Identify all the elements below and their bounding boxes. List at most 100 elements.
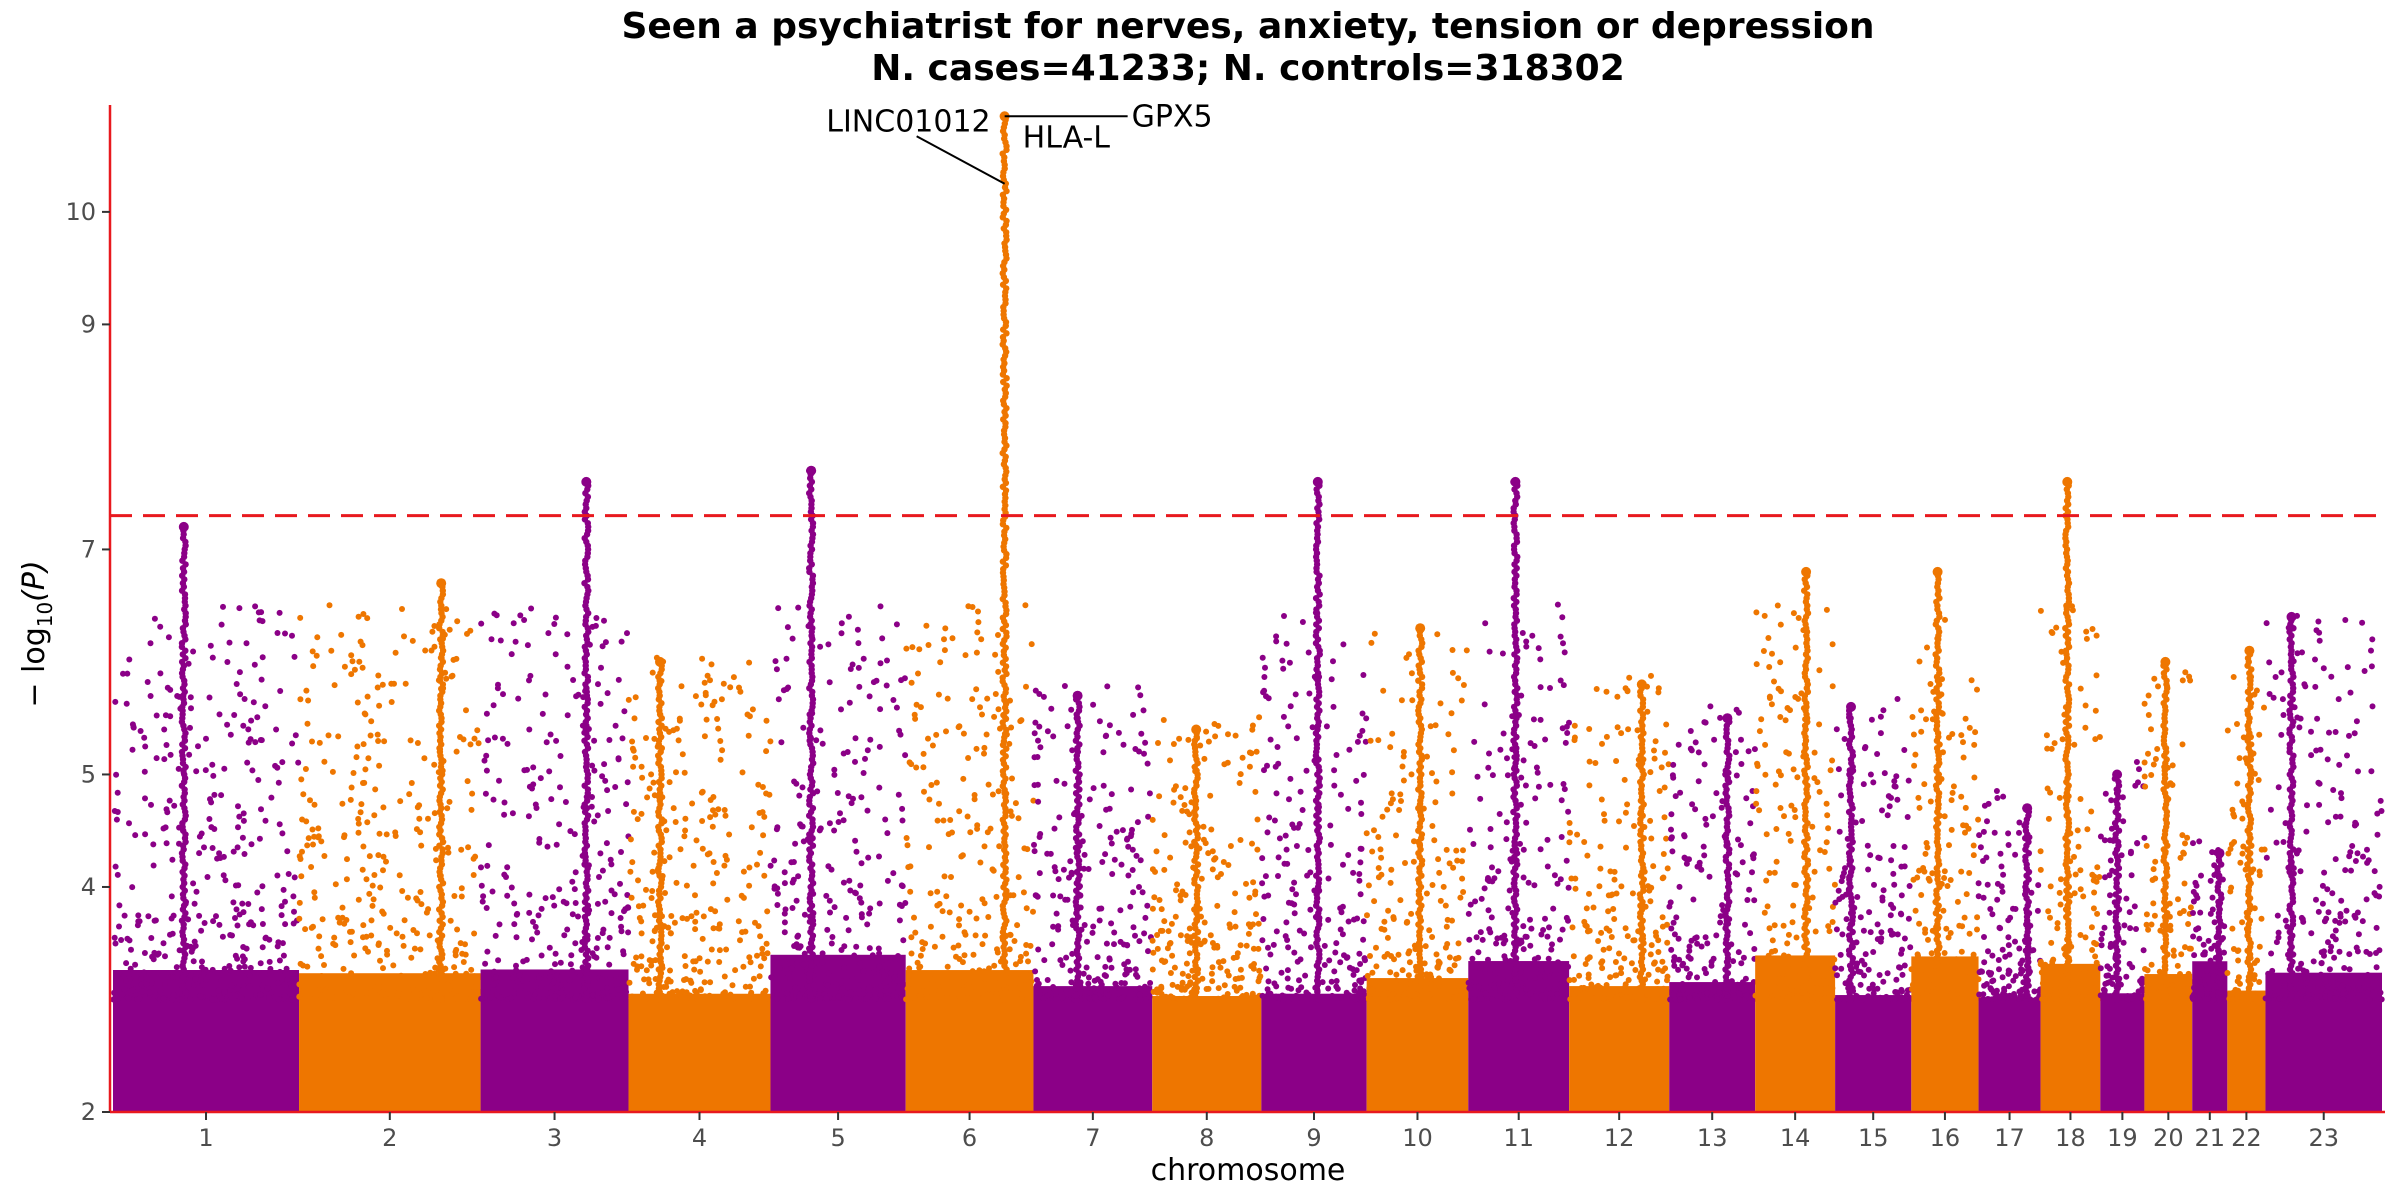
- snp-point: [517, 612, 524, 619]
- snp-point: [458, 893, 465, 900]
- snp-point: [617, 880, 623, 887]
- snp-point: [239, 900, 246, 907]
- snp-point: [162, 712, 169, 719]
- snp-point: [1021, 845, 1028, 852]
- snp-point: [209, 996, 216, 1003]
- snp-point: [1496, 811, 1503, 817]
- snp-point: [1345, 852, 1352, 858]
- snp-point: [275, 779, 282, 786]
- snp-point: [1385, 907, 1392, 914]
- snp-point: [943, 893, 950, 900]
- snp-point: [1158, 957, 1165, 964]
- snp-point: [1354, 915, 1361, 922]
- snp-point: [1658, 764, 1665, 771]
- snp-point: [597, 850, 604, 857]
- snp-point: [961, 952, 968, 959]
- snp-point: [557, 784, 563, 791]
- snp-point: [1259, 992, 1266, 999]
- snp-point: [1149, 905, 1156, 912]
- snp-point: [920, 988, 927, 995]
- snp-point: [1538, 931, 1545, 938]
- snp-point: [1670, 919, 1677, 926]
- snp-point: [314, 634, 321, 641]
- snp-point: [854, 626, 861, 633]
- snp-point: [737, 937, 743, 944]
- snp-point: [348, 784, 355, 791]
- snp-point: [218, 995, 225, 1002]
- snp-point: [1243, 942, 1250, 949]
- snp-point: [699, 935, 706, 942]
- snp-point: [1106, 956, 1113, 963]
- snp-point: [552, 950, 559, 957]
- snp-point: [258, 609, 265, 616]
- snp-point: [220, 603, 226, 610]
- snp-point: [429, 989, 436, 996]
- snp-point: [1299, 807, 1306, 813]
- snp-point: [484, 948, 491, 955]
- snp-point: [1053, 777, 1060, 784]
- snp-point: [1179, 970, 1186, 977]
- chromosome-1-points: [110, 521, 302, 1112]
- snp-point: [147, 640, 154, 647]
- snp-point: [991, 962, 998, 969]
- snp-point: [1647, 951, 1654, 958]
- snp-point: [125, 995, 132, 1002]
- snp-point: [1611, 916, 1618, 922]
- snp-point: [369, 882, 376, 889]
- snp-point: [209, 654, 216, 661]
- snp-point: [193, 888, 200, 895]
- snp-point: [1520, 846, 1527, 853]
- snp-point: [258, 906, 265, 913]
- snp-point: [496, 921, 503, 928]
- snp-point: [1200, 823, 1207, 830]
- snp-point: [1393, 971, 1400, 978]
- snp-point: [1023, 905, 1030, 912]
- snp-point: [151, 917, 158, 924]
- snp-point: [1485, 764, 1492, 771]
- chromosome-4-lead-snp: [655, 656, 665, 667]
- snp-point: [482, 960, 489, 967]
- snp-point: [1217, 964, 1224, 971]
- snp-point: [1687, 955, 1694, 962]
- snp-point: [643, 886, 649, 893]
- snp-point: [1296, 927, 1303, 934]
- snp-point: [376, 762, 383, 769]
- snp-point: [500, 691, 506, 698]
- snp-point: [1437, 897, 1444, 904]
- snp-point: [348, 970, 355, 977]
- snp-point: [1387, 879, 1394, 886]
- snp-point: [1429, 770, 1435, 777]
- snp-point: [919, 946, 926, 952]
- snp-point: [492, 932, 499, 939]
- snp-point: [1663, 835, 1670, 842]
- snp-point: [606, 737, 613, 743]
- snp-point: [161, 726, 168, 733]
- snp-point: [1122, 971, 1129, 978]
- snp-point: [1598, 796, 1605, 803]
- snp-point: [536, 975, 543, 982]
- snp-point: [210, 772, 217, 779]
- snp-point: [1624, 933, 1631, 940]
- snp-point: [310, 841, 316, 848]
- snp-point: [1478, 895, 1485, 902]
- snp-point: [330, 994, 337, 1001]
- snp-point: [789, 905, 796, 911]
- snp-point: [1160, 717, 1167, 723]
- snp-point: [291, 874, 298, 881]
- snp-point: [1293, 891, 1299, 898]
- snp-point: [1377, 990, 1384, 997]
- snp-point: [1059, 962, 1066, 968]
- snp-point: [975, 608, 981, 615]
- snp-point: [1333, 978, 1340, 984]
- snp-point: [1083, 964, 1090, 971]
- snp-point: [278, 912, 285, 919]
- snp-point: [1325, 985, 1332, 992]
- snp-point: [755, 781, 762, 788]
- snp-point: [316, 986, 322, 993]
- snp-point: [262, 817, 269, 824]
- snp-point: [1534, 769, 1541, 776]
- snp-point: [1125, 872, 1132, 879]
- snp-point: [1406, 651, 1412, 658]
- snp-point: [241, 696, 248, 702]
- snp-point: [422, 971, 429, 977]
